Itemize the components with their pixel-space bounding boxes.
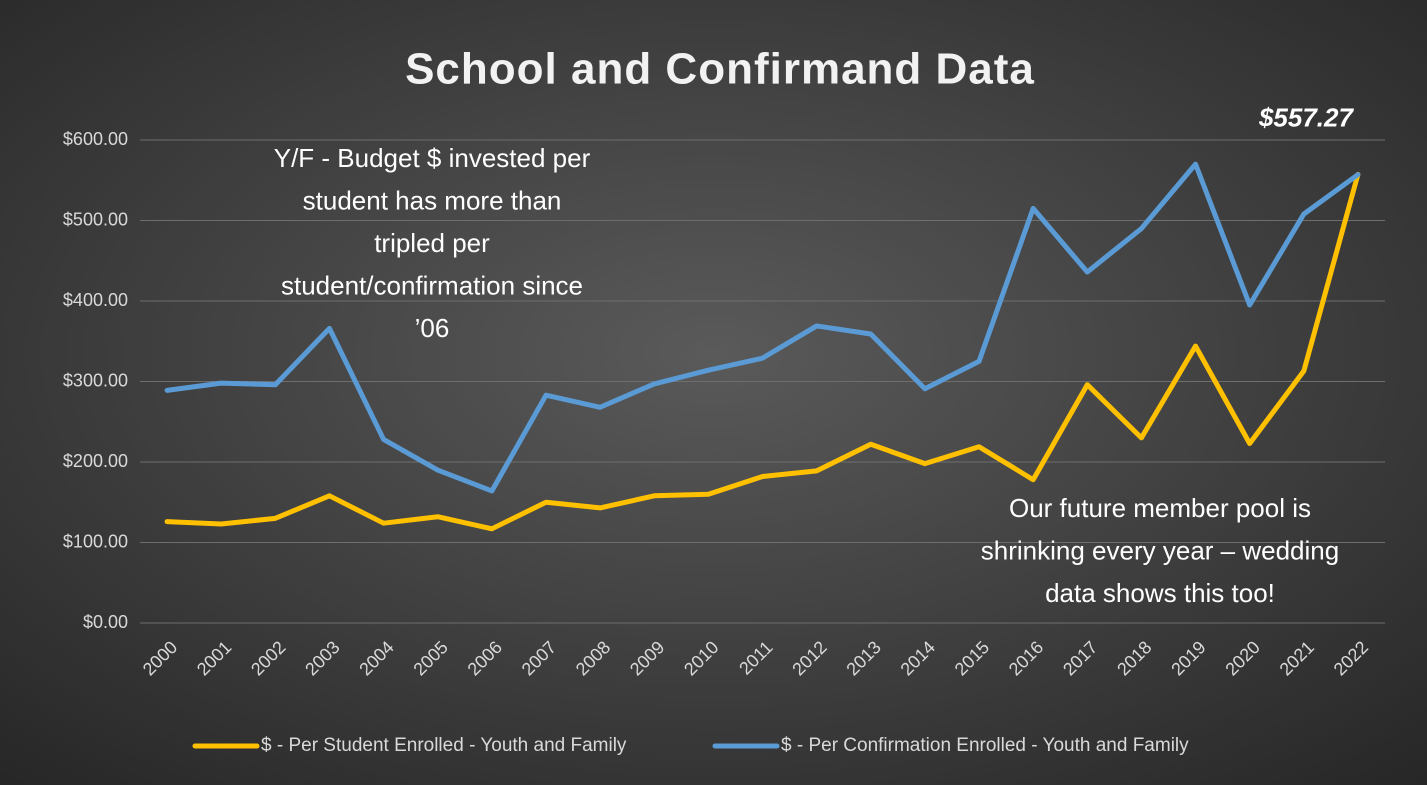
annotation: Our future member pool is (1009, 493, 1311, 523)
y-tick-label: $400.00 (63, 290, 128, 310)
chart-title: School and Confirmand Data (405, 45, 1035, 94)
annotation: shrinking every year – wedding (981, 535, 1339, 565)
data-label: $557.27 (1258, 102, 1355, 132)
annotation: student has more than (303, 185, 562, 215)
legend-label: $ - Per Confirmation Enrolled - Youth an… (781, 735, 1189, 756)
series-line (164, 171, 1361, 532)
annotation: student/confirmation since (281, 270, 583, 300)
y-tick-label: $100.00 (63, 531, 128, 551)
series-line (164, 161, 1361, 494)
annotation: ’06 (415, 313, 450, 343)
annotation: tripled per (374, 228, 490, 258)
y-tick-label: $500.00 (63, 209, 128, 229)
y-tick-label: $0.00 (83, 612, 128, 632)
annotation: data shows this too! (1045, 578, 1275, 608)
y-tick-label: $200.00 (63, 451, 128, 471)
y-tick-label: $600.00 (63, 129, 128, 149)
legend-label: $ - Per Student Enrolled - Youth and Fam… (261, 735, 627, 756)
annotation: Y/F - Budget $ invested per (274, 143, 591, 173)
y-tick-label: $300.00 (63, 370, 128, 390)
